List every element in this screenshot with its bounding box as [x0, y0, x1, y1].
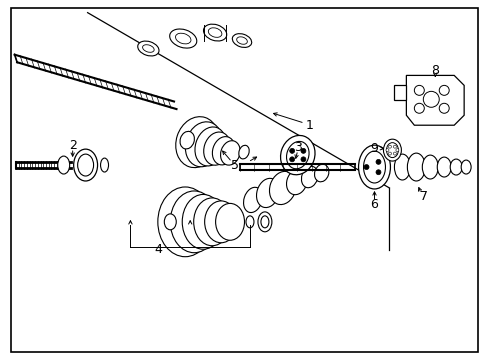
Circle shape — [393, 152, 396, 155]
Ellipse shape — [261, 216, 268, 228]
Ellipse shape — [449, 159, 461, 175]
Text: 8: 8 — [430, 64, 438, 77]
Circle shape — [438, 103, 448, 113]
Ellipse shape — [436, 157, 450, 177]
Text: 2: 2 — [69, 139, 77, 152]
Circle shape — [413, 85, 424, 95]
Ellipse shape — [220, 141, 240, 165]
Ellipse shape — [280, 135, 314, 175]
Ellipse shape — [243, 187, 262, 212]
Ellipse shape — [169, 29, 196, 48]
Ellipse shape — [236, 37, 247, 44]
Ellipse shape — [74, 149, 98, 181]
Text: 6: 6 — [370, 198, 378, 211]
Ellipse shape — [164, 214, 176, 230]
Ellipse shape — [203, 132, 230, 165]
Ellipse shape — [175, 117, 218, 168]
Polygon shape — [406, 75, 463, 125]
Circle shape — [375, 159, 380, 165]
Ellipse shape — [245, 216, 253, 228]
Ellipse shape — [269, 171, 296, 204]
Ellipse shape — [394, 154, 409, 180]
Ellipse shape — [204, 201, 237, 243]
Ellipse shape — [258, 212, 271, 232]
Ellipse shape — [232, 33, 251, 48]
Ellipse shape — [383, 139, 401, 161]
Ellipse shape — [170, 191, 218, 253]
Circle shape — [300, 148, 305, 153]
Ellipse shape — [407, 153, 425, 181]
Ellipse shape — [175, 33, 191, 44]
Ellipse shape — [363, 151, 385, 183]
Ellipse shape — [101, 158, 108, 172]
Circle shape — [387, 152, 390, 155]
Circle shape — [363, 165, 368, 170]
Ellipse shape — [138, 41, 159, 56]
Text: 9: 9 — [370, 141, 378, 155]
Polygon shape — [394, 85, 406, 100]
Ellipse shape — [203, 24, 226, 41]
Ellipse shape — [193, 198, 230, 246]
Ellipse shape — [238, 145, 249, 159]
Text: 1: 1 — [305, 119, 313, 132]
Ellipse shape — [422, 155, 437, 179]
Ellipse shape — [58, 156, 69, 174]
Ellipse shape — [286, 169, 306, 195]
Circle shape — [393, 145, 396, 148]
Ellipse shape — [358, 145, 389, 189]
Ellipse shape — [142, 45, 154, 52]
Ellipse shape — [185, 122, 222, 167]
Text: 7: 7 — [420, 190, 427, 203]
Ellipse shape — [386, 143, 398, 158]
Text: 4: 4 — [154, 243, 162, 256]
Circle shape — [385, 149, 388, 152]
Ellipse shape — [78, 154, 93, 176]
Ellipse shape — [195, 127, 225, 166]
Ellipse shape — [212, 136, 235, 165]
Circle shape — [395, 149, 398, 152]
Ellipse shape — [158, 187, 212, 257]
Circle shape — [289, 148, 294, 153]
Ellipse shape — [180, 131, 194, 149]
Ellipse shape — [314, 164, 328, 182]
Ellipse shape — [460, 160, 470, 174]
Ellipse shape — [301, 166, 317, 188]
Ellipse shape — [256, 178, 279, 208]
Ellipse shape — [208, 28, 222, 37]
Circle shape — [438, 85, 448, 95]
Text: 3: 3 — [293, 141, 301, 154]
Circle shape — [413, 103, 424, 113]
Ellipse shape — [286, 141, 308, 169]
Circle shape — [423, 91, 438, 107]
Text: 5: 5 — [230, 158, 239, 172]
Ellipse shape — [215, 203, 244, 240]
Circle shape — [289, 157, 294, 162]
Circle shape — [387, 145, 390, 148]
Circle shape — [300, 157, 305, 162]
Ellipse shape — [182, 194, 224, 249]
Circle shape — [375, 170, 380, 175]
